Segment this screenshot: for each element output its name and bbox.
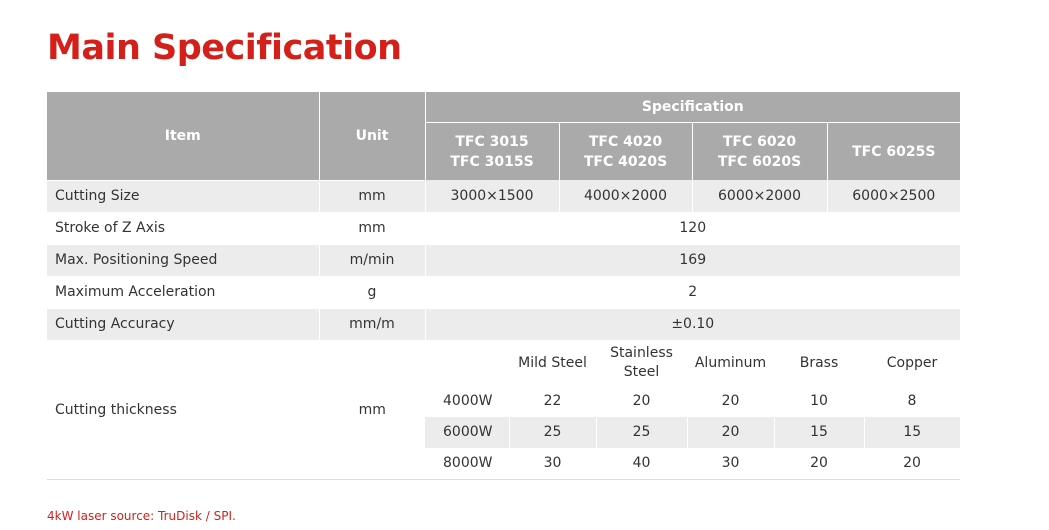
thickness-value: 20 [686,416,774,448]
thickness-value: 20 [864,447,961,480]
row-unit: mm [318,180,425,213]
model-header-row: TFC 3015 TFC 3015S TFC 4020 TFC 4020S TFC … [47,122,961,180]
thickness-value: 10 [810,393,828,409]
thickness-cell: Mild Steel Stainless Steel Aluminum Brass… [425,340,961,480]
row-unit: g [318,276,425,309]
model-header: TFC 6020 TFC 6020S [692,122,828,180]
thickness-value: 40 [596,447,687,480]
table-row: Cutting Accuracy mm/m ±0.10 [47,308,961,341]
material-header: Copper [886,354,938,371]
row-unit: m/min [318,244,425,277]
material-header: Mild Steel [518,354,587,371]
row-value: 4000×2000 [558,180,692,213]
table-row: Maximum Acceleration g 2 [47,276,961,309]
model-header: TFC 4020 TFC 4020S [559,122,693,180]
thickness-value: 20 [632,393,651,409]
thickness-value: 15 [863,416,961,448]
row-item: Max. Positioning Speed [47,244,319,277]
thickness-value: 30 [509,447,596,480]
model-header: TFC 6025S [827,122,961,180]
power-label: 4000W [443,393,493,409]
table-row: Cutting Size mm 3000×1500 4000×2000 6000… [47,180,961,213]
thickness-value: 22 [543,393,562,409]
header-unit: Unit [319,92,426,181]
row-unit: mm [318,212,425,245]
model-header: TFC 3015 TFC 3015S [425,122,560,180]
thickness-table: Mild Steel Stainless Steel Aluminum Brass… [425,341,961,480]
thickness-data-row: 6000W 25 25 20 15 15 [425,416,961,448]
thickness-value: 25 [508,416,596,448]
thickness-item: Cutting thickness [47,340,319,480]
thickness-data-row: 4000W 22 20 20 10 8 [425,386,960,417]
row-unit: mm/m [318,308,425,341]
row-item: Cutting Accuracy [47,308,319,341]
header-specification: Specification [425,92,961,123]
material-header: Aluminum [694,354,767,371]
power-label: 8000W [425,447,509,480]
header-row: Item Unit Specification [47,92,961,181]
row-value: 169 [424,244,961,277]
material-header: Brass [799,354,839,371]
material-header: Stainless Steel [610,345,673,380]
thickness-data-row: 8000W 30 40 30 20 20 [425,447,961,480]
row-value: 2 [424,276,961,309]
row-value: 6000×2500 [826,180,961,213]
row-item: Maximum Acceleration [47,276,319,309]
row-value: 3000×1500 [424,180,559,213]
thickness-value: 30 [687,447,774,480]
table-row: Max. Positioning Speed m/min 169 [47,244,961,277]
thickness-unit: mm [318,340,425,480]
thickness-value: 8 [907,393,917,409]
power-label: 6000W [425,416,509,448]
thickness-value: 20 [721,393,740,409]
header-item: Item [47,92,320,181]
spec-table: Item Unit Specification TFC 3015 TFC 3015… [47,92,961,480]
power-header [425,341,509,386]
row-item: Stroke of Z Axis [47,212,319,245]
row-item: Cutting Size [47,180,319,213]
footnote: 4kW laser source: TruDisk / SPI. [47,509,236,523]
row-value: 6000×2000 [691,180,827,213]
thickness-row: Cutting thickness mm Mild Steel Stainles… [47,340,961,480]
row-value: ±0.10 [424,308,961,341]
row-value: 120 [424,212,961,245]
thickness-value: 20 [774,447,864,480]
table-row: Stroke of Z Axis mm 120 [47,212,961,245]
thickness-value: 15 [773,416,864,448]
page-title: Main Specification [47,28,402,68]
thickness-value: 25 [595,416,687,448]
material-header-row: Mild Steel Stainless Steel Aluminum Brass… [425,341,960,386]
